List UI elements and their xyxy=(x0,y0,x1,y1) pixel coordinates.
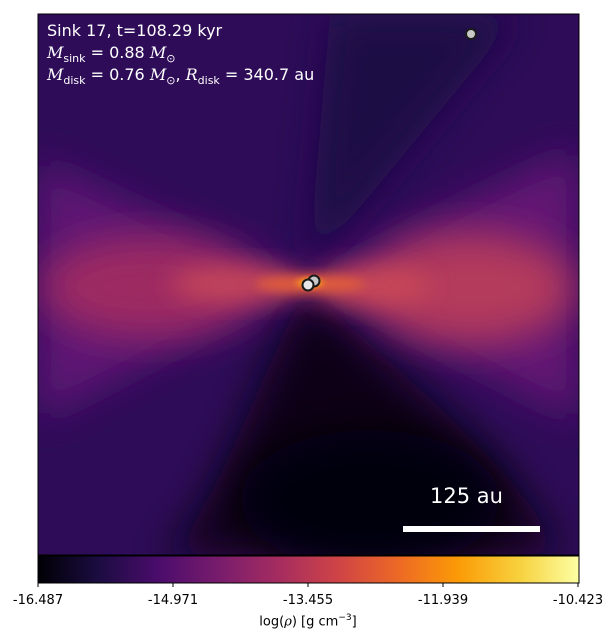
disk-mass-unit-sub: ⊙ xyxy=(166,74,176,88)
disk-params-label: Mdisk = 0.76 M⊙, Rdisk = 340.7 au xyxy=(47,65,314,91)
disk-mass-symbol: M xyxy=(47,65,64,84)
colorbar-label-exponent: −3 xyxy=(338,613,352,623)
disk-mass-value: = 0.76 xyxy=(85,65,150,84)
disk-separator: , xyxy=(175,65,186,84)
sink-title: Sink 17, t=108.29 kyr xyxy=(47,21,223,40)
colorbar-label: log(ρ) [g cm−3] xyxy=(259,613,356,629)
sink-mass-unit: M xyxy=(149,43,167,62)
lower-cavity-core xyxy=(240,430,500,555)
sink-particle xyxy=(465,28,477,40)
disk-mass-unit: M xyxy=(149,65,167,84)
right-disk-lobe xyxy=(365,233,575,343)
colorbar-tick-label: -11.939 xyxy=(417,593,469,608)
sink-mass-unit-sub: ⊙ xyxy=(166,52,176,66)
plot-frame xyxy=(37,13,580,556)
sink-particles xyxy=(301,28,477,292)
left-disk-lobe xyxy=(40,237,260,337)
colorbar-label-prefix: log( xyxy=(259,614,285,630)
colorbar-label-suffix: ] xyxy=(351,614,357,630)
right-inner-disk xyxy=(310,266,430,306)
left-inner-disk xyxy=(170,266,310,302)
scale-bar-label: 125 au xyxy=(430,484,503,508)
disk-mass-sub: disk xyxy=(63,74,86,88)
density-map xyxy=(38,14,579,555)
colorbar-tick-label: -13.455 xyxy=(282,593,334,608)
sink-mass-label: Msink = 0.88 M⊙ xyxy=(47,43,175,69)
disk-radius-symbol: R xyxy=(185,65,198,84)
colorbar-tick-label: -16.487 xyxy=(12,593,64,608)
disk-radius-value: = 340.7 au xyxy=(219,65,315,84)
colorbar-tick-label: -10.423 xyxy=(552,593,604,608)
upper-outflow-cone xyxy=(308,14,520,270)
disk-radius-sub: disk xyxy=(197,74,220,88)
scale-bar xyxy=(403,526,540,532)
sink-particle xyxy=(301,278,315,292)
colorbar-label-rho: ρ xyxy=(284,614,292,630)
colorbar-gradient xyxy=(37,555,580,584)
colorbar-label-mid: ) [g cm xyxy=(291,614,339,630)
sink-mass-sub: sink xyxy=(63,52,86,66)
sink-mass-symbol: M xyxy=(47,43,64,62)
colorbar-tick-label: -14.971 xyxy=(147,593,199,608)
colorbar xyxy=(37,555,580,587)
sink-mass-value: = 0.88 xyxy=(85,43,150,62)
